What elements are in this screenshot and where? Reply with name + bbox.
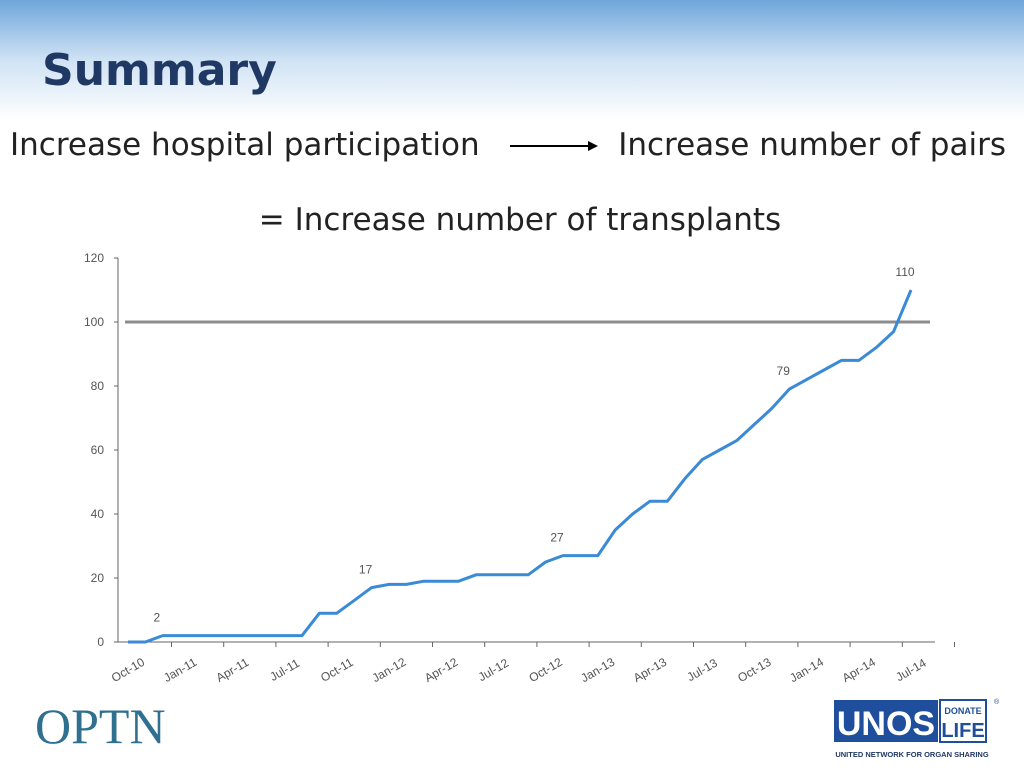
y-tick-label: 120 <box>84 251 104 265</box>
slide-title: Summary <box>42 45 277 96</box>
unos-box <box>834 700 938 742</box>
donate-box <box>939 699 987 743</box>
y-tick-label: 100 <box>84 315 104 329</box>
y-tick-label: 0 <box>97 635 104 649</box>
optn-logo: OPTN <box>35 698 166 754</box>
y-tick-label: 40 <box>91 507 105 521</box>
arrow-head <box>588 141 598 151</box>
data-label: 2 <box>153 611 160 625</box>
tagline: UNITED NETWORK FOR ORGAN SHARING <box>835 750 988 759</box>
y-tick-label: 60 <box>91 443 105 457</box>
registered-mark: ® <box>994 698 1000 706</box>
donate-text: DONATE <box>944 706 981 716</box>
statement-right: Increase number of pairs <box>618 127 1006 163</box>
data-label: 110 <box>895 265 914 279</box>
data-label: 27 <box>550 531 564 545</box>
y-tick-label: 80 <box>91 379 105 393</box>
y-tick-label: 20 <box>91 571 105 585</box>
life-text: LIFE <box>941 720 984 742</box>
header-band <box>0 0 1024 120</box>
statement-result: = Increase number of transplants <box>259 202 781 238</box>
data-label: 17 <box>359 563 373 577</box>
data-line <box>128 289 913 644</box>
unos-logo: UNOS <box>837 705 935 743</box>
data-label: 79 <box>777 364 791 378</box>
statement-left: Increase hospital participation <box>10 127 480 163</box>
